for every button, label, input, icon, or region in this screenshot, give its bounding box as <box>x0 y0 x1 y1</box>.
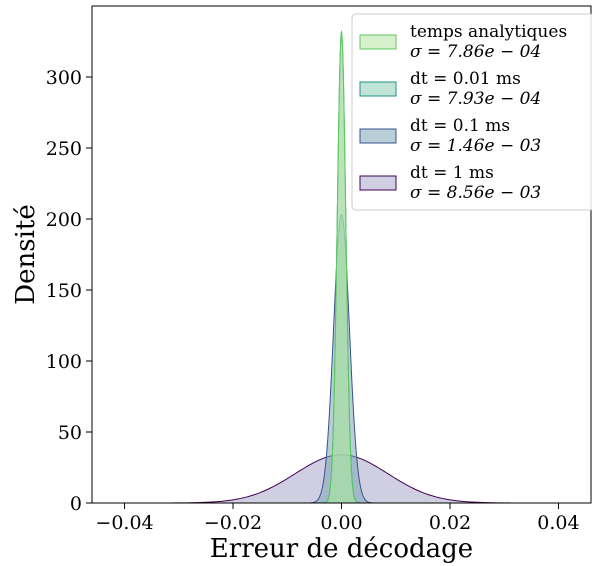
x-tick-label: −0.02 <box>204 512 262 534</box>
legend-box <box>351 13 592 211</box>
legend-swatch <box>359 81 397 97</box>
y-tick-label: 150 <box>46 280 82 302</box>
legend-series-name: dt = 0.1 ms <box>410 116 510 136</box>
x-tick-label: 0.04 <box>537 512 579 534</box>
legend-sigma-label: σ = 8.56e − 03 <box>410 183 541 203</box>
density-area-1 <box>323 30 360 504</box>
legend-sigma-label: σ = 7.93e − 04 <box>410 89 541 109</box>
y-tick-label: 250 <box>46 138 82 160</box>
y-tick-label: 50 <box>58 422 82 444</box>
y-tick-label: 300 <box>46 67 82 89</box>
legend-swatch <box>359 175 397 191</box>
legend-series-name: dt = 0.01 ms <box>410 69 521 89</box>
y-axis-ticks: 0 50 100 150 200 250 300 <box>46 67 92 515</box>
legend-sigma-label: σ = 7.86e − 04 <box>410 42 541 62</box>
x-tick-label: 0.00 <box>320 512 362 534</box>
x-axis-label: Erreur de décodage <box>210 534 473 564</box>
x-tick-label: 0.02 <box>429 512 471 534</box>
y-tick-label: 200 <box>46 209 82 231</box>
legend-swatch <box>359 128 397 144</box>
y-tick-label: 100 <box>46 351 82 373</box>
x-axis-ticks: −0.04 −0.02 0.00 0.02 0.04 <box>95 503 580 534</box>
y-tick-label: 0 <box>70 493 82 515</box>
y-axis-label: Densité <box>11 204 41 304</box>
legend-series-name: temps analytiques <box>410 22 567 42</box>
legend-sigma-label: σ = 1.46e − 03 <box>410 136 541 156</box>
legend-swatch <box>359 34 397 50</box>
legend-series-name: dt = 1 ms <box>410 163 494 183</box>
x-tick-label: −0.04 <box>95 512 153 534</box>
